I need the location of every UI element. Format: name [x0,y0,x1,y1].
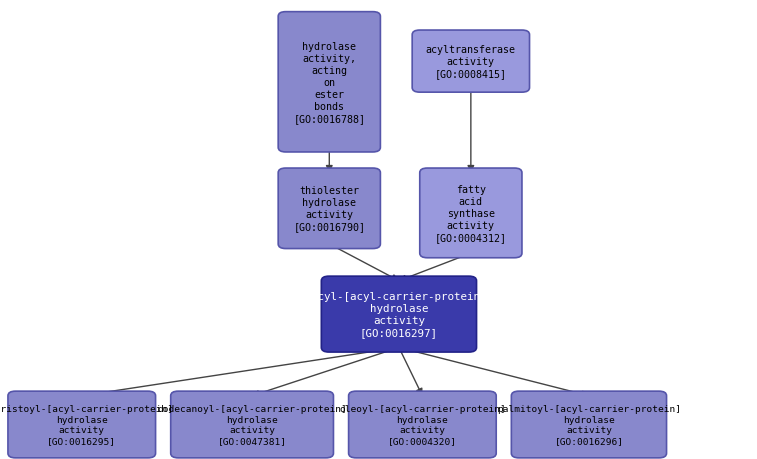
FancyBboxPatch shape [279,168,380,249]
Text: palmitoyl-[acyl-carrier-protein]
hydrolase
activity
[GO:0016296]: palmitoyl-[acyl-carrier-protein] hydrola… [497,404,681,445]
FancyBboxPatch shape [348,391,497,458]
FancyBboxPatch shape [412,31,530,93]
FancyBboxPatch shape [321,276,477,353]
Text: oleoyl-[acyl-carrier-protein]
hydrolase
activity
[GO:0004320]: oleoyl-[acyl-carrier-protein] hydrolase … [339,404,506,445]
FancyBboxPatch shape [419,169,522,258]
Text: acyltransferase
activity
[GO:0008415]: acyltransferase activity [GO:0008415] [426,45,516,79]
FancyBboxPatch shape [170,391,333,458]
Text: fatty
acid
synthase
activity
[GO:0004312]: fatty acid synthase activity [GO:0004312… [435,185,507,242]
FancyBboxPatch shape [512,391,667,458]
FancyBboxPatch shape [279,12,380,152]
FancyBboxPatch shape [8,391,156,458]
Text: myristoyl-[acyl-carrier-protein]
hydrolase
activity
[GO:0016295]: myristoyl-[acyl-carrier-protein] hydrola… [0,404,174,445]
Text: acyl-[acyl-carrier-protein]
hydrolase
activity
[GO:0016297]: acyl-[acyl-carrier-protein] hydrolase ac… [311,291,487,337]
Text: dodecanoyl-[acyl-carrier-protein]
hydrolase
activity
[GO:0047381]: dodecanoyl-[acyl-carrier-protein] hydrol… [157,404,347,445]
Text: hydrolase
activity,
acting
on
ester
bonds
[GO:0016788]: hydrolase activity, acting on ester bond… [293,42,366,123]
Text: thiolester
hydrolase
activity
[GO:0016790]: thiolester hydrolase activity [GO:001679… [293,186,366,232]
